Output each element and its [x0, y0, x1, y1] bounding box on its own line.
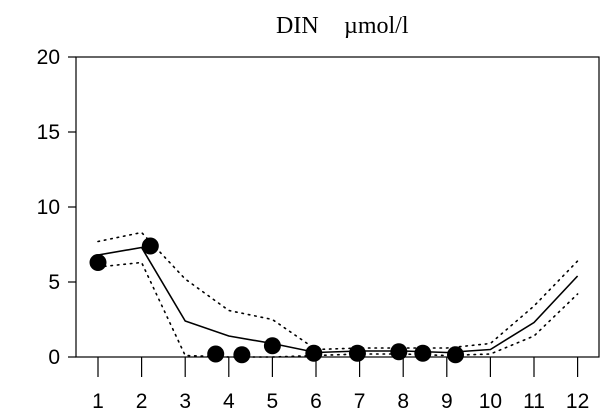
data-point: [305, 344, 323, 362]
data-point: [89, 254, 107, 271]
x-axis: 1 2 3 4 5 6 7 8 9 10 11 12: [92, 357, 589, 413]
data-point: [207, 345, 225, 363]
x-tick-label: 12: [566, 390, 589, 413]
data-point: [141, 237, 159, 255]
mean-line: [97, 246, 579, 354]
y-tick-label: 5: [48, 271, 60, 294]
chart-title: DIN µmol/l: [276, 13, 409, 39]
data-point: [233, 346, 251, 364]
data-point: [447, 346, 465, 364]
data-point: [390, 343, 408, 361]
y-tick-label: 10: [37, 196, 60, 219]
data-point: [263, 337, 281, 355]
x-tick-label: 9: [441, 390, 453, 413]
chart-unit-text: µmol/l: [344, 13, 409, 39]
chart-title-text: DIN: [276, 13, 319, 39]
x-tick-label: 2: [136, 390, 148, 413]
upper-bound-line: [97, 231, 579, 351]
x-tick-label: 8: [397, 390, 409, 413]
data-point: [414, 344, 432, 362]
x-tick-label: 6: [310, 390, 322, 413]
lower-bound-line: [97, 261, 579, 358]
x-tick-label: 4: [223, 390, 235, 413]
x-tick-label: 5: [267, 390, 279, 413]
y-tick-label: 15: [37, 121, 60, 144]
y-tick-label: 0: [48, 346, 60, 369]
x-tick-label: 7: [354, 390, 366, 413]
x-tick-label: 10: [479, 390, 502, 413]
x-tick-label: 1: [92, 390, 104, 413]
y-axis: 0 5 10 15 20: [37, 46, 76, 369]
data-point: [348, 344, 366, 362]
x-tick-label: 3: [179, 390, 191, 413]
plot-frame: [75, 56, 600, 358]
series-layer: [89, 231, 579, 364]
x-tick-label: 11: [523, 390, 545, 413]
y-tick-label: 20: [37, 46, 60, 69]
